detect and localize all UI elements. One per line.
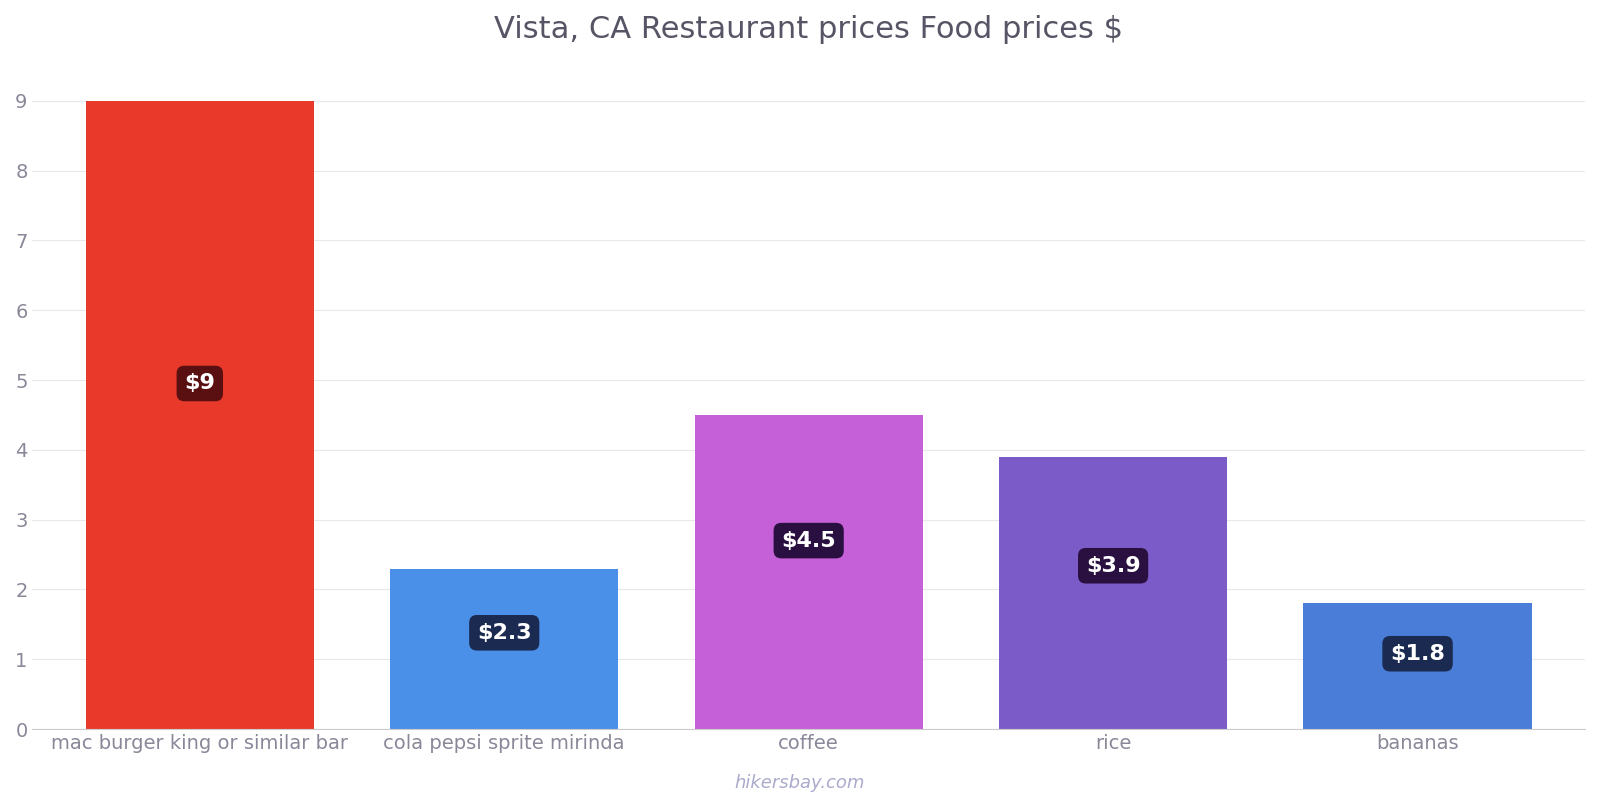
Text: $2.3: $2.3 [477, 622, 531, 642]
Text: $1.8: $1.8 [1390, 644, 1445, 664]
Bar [998, 457, 1227, 729]
Text: $3.9: $3.9 [1086, 556, 1141, 576]
Bar [86, 101, 314, 729]
Title: Vista, CA Restaurant prices Food prices $: Vista, CA Restaurant prices Food prices … [494, 15, 1123, 44]
Bar [694, 415, 923, 729]
Text: $9: $9 [184, 374, 216, 394]
Text: $4.5: $4.5 [781, 530, 835, 550]
Bar [390, 569, 619, 729]
Bar [1304, 603, 1531, 729]
Text: hikersbay.com: hikersbay.com [734, 774, 866, 792]
